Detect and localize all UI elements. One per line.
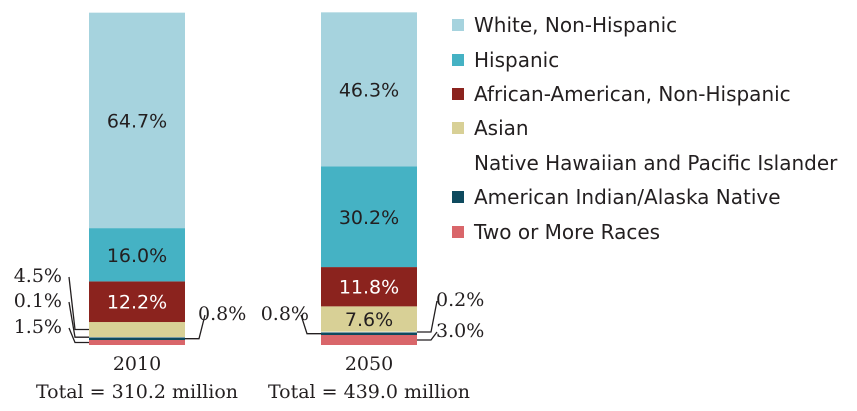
- bar-2050-1: [321, 12, 417, 167]
- bar-2050-6: [321, 332, 417, 336]
- data-label-2010-1: 64.7%: [107, 110, 167, 132]
- legend: White, Non-Hispanic Hispanic African-Ameri…: [452, 8, 837, 249]
- bar-2050-2: [321, 166, 417, 268]
- legend-item-2: Hispanic: [452, 42, 837, 76]
- bar-2010-1: [89, 12, 185, 229]
- total-label-2050: Total = 439.0 million: [268, 381, 470, 403]
- data-label-2050-2: 30.2%: [339, 207, 399, 229]
- callout-line-2050-7: [417, 331, 438, 341]
- callout-line-2010-5: [68, 301, 89, 338]
- legend-label: American Indian/Alaska Native: [474, 185, 781, 210]
- data-label-2010-2: 16.0%: [107, 245, 167, 267]
- legend-item-4: Asian: [452, 111, 837, 145]
- bar-2050-5: [321, 331, 417, 333]
- legend-swatch: [452, 53, 464, 66]
- bar-2050-4: [321, 306, 417, 332]
- callout-line-2010-7: [68, 327, 89, 344]
- legend-swatch: [452, 87, 464, 100]
- legend-swatch: [452, 191, 464, 204]
- category-label-2050: 2050: [345, 353, 393, 375]
- legend-label: Native Hawaiian and Pacific Islander: [474, 150, 838, 175]
- legend-label: Asian: [474, 116, 529, 141]
- legend-item-7: Two or More Races: [452, 214, 837, 248]
- legend-item-6: American Indian/Alaska Native: [452, 180, 837, 214]
- callout-line-2050-6: [300, 314, 321, 335]
- callout-line-2010-6: [185, 314, 206, 340]
- data-label-2010-5: 0.1%: [14, 290, 62, 312]
- legend-label: White, Non-Hispanic: [474, 13, 678, 38]
- legend-item-5: Native Hawaiian and Pacific Islander: [452, 146, 837, 180]
- legend-swatch: [452, 225, 464, 238]
- legend-swatch: [452, 122, 464, 135]
- data-label-2050-4: 7.6%: [345, 309, 393, 331]
- category-label-2010: 2010: [113, 353, 161, 375]
- bar-2010-6: [89, 337, 185, 341]
- legend-label: Hispanic: [474, 47, 560, 72]
- bar-2050-7: [321, 335, 417, 345]
- data-label-2010-3: 12.2%: [107, 292, 167, 314]
- data-label-2010-6: 0.8%: [198, 303, 246, 325]
- bar-2010-4: [89, 322, 185, 338]
- bar-2010-3: [89, 281, 185, 323]
- legend-label: Two or More Races: [474, 219, 661, 244]
- legend-label: African-American, Non-Hispanic: [474, 81, 791, 106]
- callout-line-2050-5: [417, 300, 438, 333]
- bar-2050-3: [321, 267, 417, 307]
- data-label-2050-5: 0.2%: [436, 289, 484, 311]
- data-label-2050-1: 46.3%: [339, 79, 399, 101]
- bar-2010-7: [89, 340, 185, 345]
- bar-2010-2: [89, 228, 185, 282]
- legend-swatch: [452, 19, 464, 32]
- callout-line-2010-4: [68, 276, 89, 331]
- data-label-2050-6: 0.8%: [261, 303, 309, 325]
- data-label-2010-7: 1.5%: [14, 316, 62, 338]
- total-label-2010: Total = 310.2 million: [36, 381, 238, 403]
- data-label-2050-7: 3.0%: [436, 320, 484, 342]
- legend-item-1: White, Non-Hispanic: [452, 8, 837, 42]
- legend-swatch: [452, 157, 464, 169]
- data-label-2050-3: 11.8%: [339, 277, 399, 299]
- data-label-2010-4: 4.5%: [14, 265, 62, 287]
- legend-item-3: African-American, Non-Hispanic: [452, 77, 837, 111]
